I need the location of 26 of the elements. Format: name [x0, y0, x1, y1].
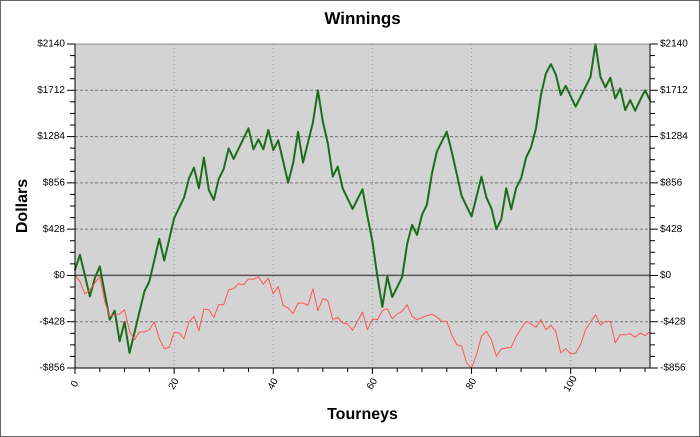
- y-tick-label: $856: [42, 178, 66, 188]
- x-axis-title: Tourneys: [327, 406, 398, 423]
- x-tick-label: 60: [364, 376, 380, 392]
- y2-tick-label: $1712: [660, 84, 688, 96]
- y2-tick-label: $0: [660, 270, 672, 282]
- x-tick-label: 0: [68, 378, 82, 390]
- y-tick-label: $428: [42, 224, 66, 235]
- y-tick-label: -$428: [39, 316, 66, 328]
- y2-tick-label: $2140: [660, 38, 688, 50]
- y2-tick-label: -$428: [660, 316, 686, 328]
- y-tick-label: $2140: [37, 38, 66, 50]
- y2-tick-label: -$856: [660, 362, 686, 374]
- y-tick-label: $0: [54, 270, 66, 282]
- line-series: [74, 43, 651, 354]
- x-tick-label: 100: [562, 374, 580, 394]
- y-tick-label: $1712: [37, 84, 66, 96]
- y-tick-label: $1284: [37, 131, 66, 142]
- x-tick-label: 40: [266, 376, 282, 392]
- y2-tick-label: $428: [660, 224, 683, 235]
- y-axis-title: Dollars: [14, 178, 31, 234]
- y2-tick-label: $1284: [660, 131, 688, 142]
- y2-tick-label: $856: [660, 178, 683, 188]
- y-tick-label: -$856: [39, 362, 66, 374]
- x-tick-label: 80: [464, 376, 480, 392]
- chart-title: Winnings: [324, 9, 401, 28]
- x-tick-label: 20: [166, 376, 182, 392]
